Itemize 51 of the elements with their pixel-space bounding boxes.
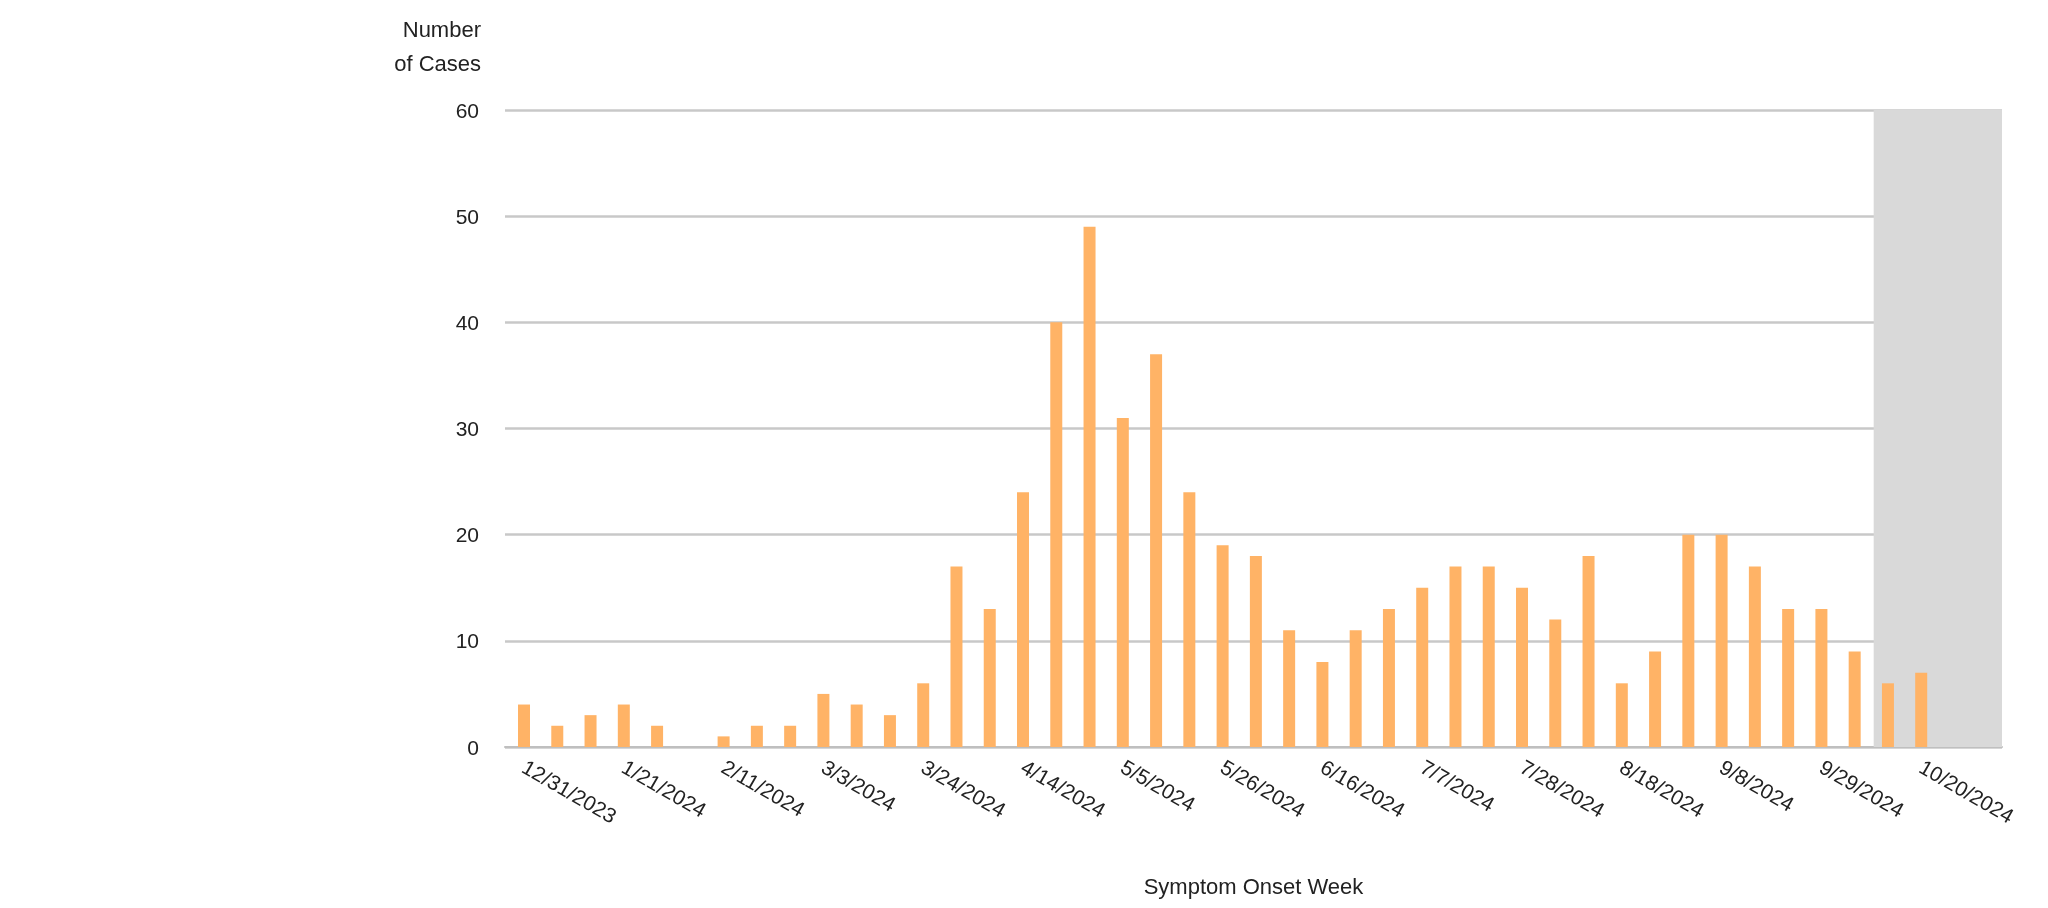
bar — [717, 736, 730, 747]
bar — [1848, 651, 1861, 747]
bar — [1649, 651, 1662, 747]
bar — [617, 704, 630, 747]
y-tick-label: 10 — [455, 629, 479, 653]
bar — [1782, 608, 1795, 747]
x-axis-title: Symptom Onset Week — [1143, 873, 1365, 899]
bar — [1382, 608, 1395, 747]
bar — [1449, 566, 1462, 747]
bar — [1682, 534, 1695, 747]
bar — [518, 704, 531, 747]
bar — [584, 715, 597, 747]
y-tick-label: 50 — [455, 204, 479, 228]
bar — [1283, 630, 1296, 747]
bar — [1748, 566, 1761, 747]
y-tick-label: 30 — [455, 417, 479, 440]
bar — [1316, 662, 1329, 747]
bar — [750, 725, 763, 747]
bar — [1349, 630, 1362, 747]
bar — [1582, 555, 1595, 747]
bar — [1150, 354, 1163, 747]
bar — [1516, 587, 1529, 747]
y-tick-label: 0 — [467, 735, 479, 759]
bar — [1017, 492, 1030, 747]
bar — [551, 725, 564, 747]
y-tick-label: 40 — [455, 310, 479, 334]
bar — [1615, 683, 1628, 747]
bar — [1183, 492, 1196, 747]
bar — [1249, 555, 1262, 747]
bar — [651, 725, 664, 747]
bar — [1881, 683, 1894, 747]
bar — [1216, 545, 1229, 747]
bar — [784, 725, 797, 747]
y-tick-label: 60 — [455, 98, 479, 122]
bar — [917, 683, 930, 747]
bar — [1482, 566, 1495, 747]
bar — [1116, 417, 1129, 747]
bar — [1815, 608, 1828, 747]
bar — [950, 566, 963, 747]
bar — [1050, 322, 1063, 747]
bar — [1549, 619, 1562, 747]
bar — [1915, 672, 1928, 747]
bar — [1715, 534, 1728, 747]
bar — [883, 715, 896, 747]
y-tick-label: 20 — [455, 523, 479, 547]
bar — [817, 693, 830, 747]
bar — [983, 608, 996, 747]
bar — [1083, 226, 1096, 747]
y-axis-title: Number of Cases — [394, 16, 481, 76]
bar — [850, 704, 863, 747]
bar — [1416, 587, 1429, 747]
